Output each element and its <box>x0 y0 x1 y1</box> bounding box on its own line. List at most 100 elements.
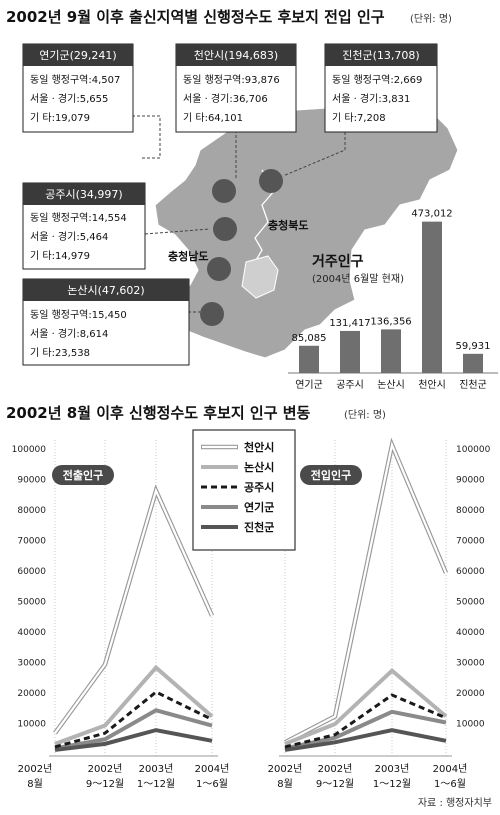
y-tick-label: 20000 <box>17 689 46 699</box>
bar <box>299 345 319 373</box>
y-tick-label: 70000 <box>17 537 46 547</box>
x-tick-label: 9～12월 <box>316 778 354 790</box>
info-box-title: 진천군(13,708) <box>342 48 419 62</box>
chart-title-text: 전입인구 <box>311 468 351 482</box>
info-box-line: 기 타:7,208 <box>332 112 386 124</box>
x-tick-label: 1～12월 <box>137 778 175 790</box>
bar <box>463 353 483 373</box>
y-tick-label: 40000 <box>456 628 485 638</box>
chart-title-tag <box>300 465 362 485</box>
x-tick-label: 2002년 <box>88 763 123 775</box>
series-line <box>54 708 213 751</box>
info-box-line: 서울 · 경기:3,831 <box>332 92 410 105</box>
y-tick-label: 100000 <box>12 445 47 455</box>
series-line <box>54 690 213 749</box>
location-dot-yeongi <box>213 217 237 241</box>
x-tick-label: 2004년 <box>433 763 468 775</box>
x-tick-label: 1～6월 <box>434 778 466 790</box>
bottom-title: 2002년 8월 이후 신행정수도 후보지 인구 변동 <box>6 404 311 422</box>
y-tick-label: 40000 <box>17 628 46 638</box>
bottom-panel: 2002년 8월 이후 신행정수도 후보지 인구 변동 (단위: 명) 1000… <box>0 395 500 815</box>
series-line <box>54 664 214 746</box>
top-panel: 2002년 9월 이후 출신지역별 신행정수도 후보지 전입 인구 (단위: 명… <box>0 0 500 400</box>
location-dot-jincheon <box>259 169 283 193</box>
x-tick-label: 8월 <box>277 778 293 790</box>
bar <box>340 330 360 373</box>
x-tick-label: 9～12월 <box>86 778 124 790</box>
legend-label: 진천군 <box>244 520 274 534</box>
y-tick-label: 100000 <box>456 445 491 455</box>
series-line <box>284 693 447 749</box>
bar <box>422 221 442 373</box>
info-box-nonsan: 논산시(47,602) 동일 행정구역:15,450 서울 · 경기:8,614… <box>22 278 190 366</box>
bar-category-label: 진천군 <box>459 379 487 391</box>
bar-category-label: 연기군 <box>295 379 323 391</box>
legend-box <box>192 429 296 551</box>
info-box-jincheon: 진천군(13,708) 동일 행정구역:2,669 서울 · 경기:3,831 … <box>324 43 438 133</box>
info-box-line: 서울 · 경기:5,464 <box>30 230 108 243</box>
info-box-line: 기 타:23,538 <box>30 347 90 359</box>
top-title: 2002년 9월 이후 출신지역별 신행정수도 후보지 전입 인구 <box>6 8 385 26</box>
top-unit: (단위: 명) <box>410 12 452 25</box>
info-box-line: 서울 · 경기:5,655 <box>30 92 108 105</box>
info-box-line: 서울 · 경기:8,614 <box>30 327 108 340</box>
legend-label: 논산시 <box>244 460 274 474</box>
info-box-title: 논산시(47,602) <box>67 284 144 297</box>
x-tick-label: 2002년 <box>268 763 303 775</box>
location-dot-nonsan <box>200 302 224 326</box>
x-tick-label: 2002년 <box>18 763 53 775</box>
inflow-line-chart: 100000 90000 80000 70000 60000 50000 40000 3000… <box>268 437 491 790</box>
legend-label: 천안시 <box>244 440 274 454</box>
info-box-line: 기 타:14,979 <box>30 250 90 262</box>
info-box-line: 동일 행정구역:4,507 <box>30 74 120 86</box>
bar-category-label: 천안시 <box>418 379 446 391</box>
bar-category-label: 논산시 <box>377 379 405 391</box>
x-tick-label: 2004년 <box>195 763 230 775</box>
y-tick-label: 80000 <box>17 506 46 516</box>
y-tick-label: 80000 <box>456 506 485 516</box>
residents-title: 거주인구 <box>312 253 364 270</box>
legend-label: 연기군 <box>244 500 274 514</box>
location-dot-cheonan <box>212 179 236 203</box>
bottom-unit: (단위: 명) <box>344 408 386 421</box>
y-tick-label: 90000 <box>456 476 485 486</box>
info-box-cheonan: 천안시(194,683) 동일 행정구역:93,876 서울 · 경기:36,7… <box>175 43 297 133</box>
info-box-line: 기 타:19,079 <box>30 112 90 124</box>
series-line-inner <box>54 487 214 734</box>
series-line-inner <box>284 441 448 744</box>
map-label-north: 충청북도 <box>268 218 308 232</box>
info-box-line: 서울 · 경기:36,706 <box>183 92 268 105</box>
info-box-yeongi: 연기군(29,241) 동일 행정구역:4,507 서울 · 경기:5,655 … <box>22 43 134 133</box>
source-note: 자료 : 행정자치부 <box>418 797 492 809</box>
legend-label: 공주시 <box>244 481 274 494</box>
x-tick-label: 2003년 <box>375 763 410 775</box>
outflow-line-chart: 100000 90000 80000 70000 60000 50000 40000 3000… <box>12 438 230 790</box>
y-tick-label: 30000 <box>456 659 485 669</box>
bar-value-label: 59,931 <box>456 341 491 352</box>
series-line <box>284 667 448 746</box>
chart-title-text: 전출인구 <box>63 468 103 482</box>
info-box-gongju: 공주시(34,997) 동일 행정구역:14,554 서울 · 경기:5,464… <box>22 182 146 270</box>
info-box-title: 천안시(194,683) <box>194 48 278 62</box>
series-line <box>284 709 447 751</box>
y-tick-label: 50000 <box>17 598 46 608</box>
x-tick-label: 1～6월 <box>196 778 228 790</box>
y-tick-label: 70000 <box>456 537 485 547</box>
x-tick-label: 2002년 <box>318 763 353 775</box>
y-tick-label: 50000 <box>456 598 485 608</box>
y-tick-label: 20000 <box>456 689 485 699</box>
series-line <box>54 728 213 752</box>
inner-region <box>241 255 279 299</box>
bar-value-label: 85,085 <box>292 333 327 344</box>
residents-bar-chart: 85,085 연기군 131,417 공주시 136,356 논산시 473,012 천안시 5… <box>288 209 498 391</box>
y-tick-label: 60000 <box>456 567 485 577</box>
map-label-south: 충청남도 <box>168 249 208 263</box>
info-box-line: 동일 행정구역:15,450 <box>30 309 127 321</box>
location-dot-gongju <box>207 257 231 281</box>
bar-value-label: 136,356 <box>370 316 411 327</box>
x-tick-label: 2003년 <box>139 763 174 775</box>
x-tick-label: 8월 <box>27 778 43 790</box>
info-box-line: 기 타:64,101 <box>183 112 243 124</box>
y-tick-label: 90000 <box>17 476 46 486</box>
